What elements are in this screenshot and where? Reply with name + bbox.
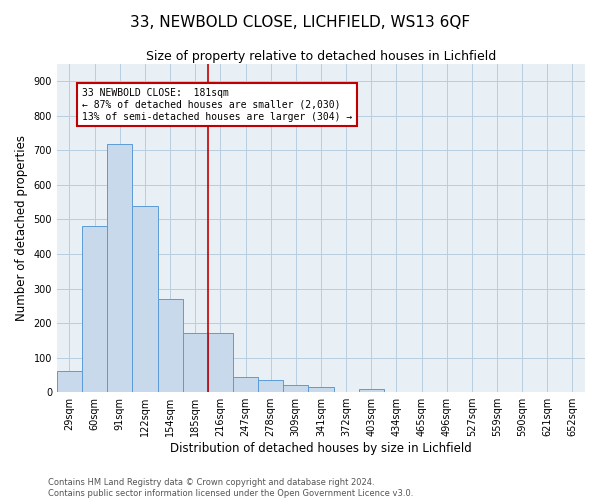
Bar <box>82 226 107 392</box>
Bar <box>158 299 182 392</box>
Bar <box>57 372 82 392</box>
Bar <box>107 144 133 392</box>
Bar <box>208 334 233 392</box>
Text: 33, NEWBOLD CLOSE, LICHFIELD, WS13 6QF: 33, NEWBOLD CLOSE, LICHFIELD, WS13 6QF <box>130 15 470 30</box>
Text: 33 NEWBOLD CLOSE:  181sqm
← 87% of detached houses are smaller (2,030)
13% of se: 33 NEWBOLD CLOSE: 181sqm ← 87% of detach… <box>82 88 352 122</box>
Y-axis label: Number of detached properties: Number of detached properties <box>15 135 28 321</box>
Bar <box>308 387 334 392</box>
Bar <box>283 385 308 392</box>
Bar <box>359 388 384 392</box>
Bar <box>182 334 208 392</box>
Bar <box>233 376 258 392</box>
Bar <box>133 206 158 392</box>
Text: Contains HM Land Registry data © Crown copyright and database right 2024.
Contai: Contains HM Land Registry data © Crown c… <box>48 478 413 498</box>
Title: Size of property relative to detached houses in Lichfield: Size of property relative to detached ho… <box>146 50 496 63</box>
X-axis label: Distribution of detached houses by size in Lichfield: Distribution of detached houses by size … <box>170 442 472 455</box>
Bar <box>258 380 283 392</box>
